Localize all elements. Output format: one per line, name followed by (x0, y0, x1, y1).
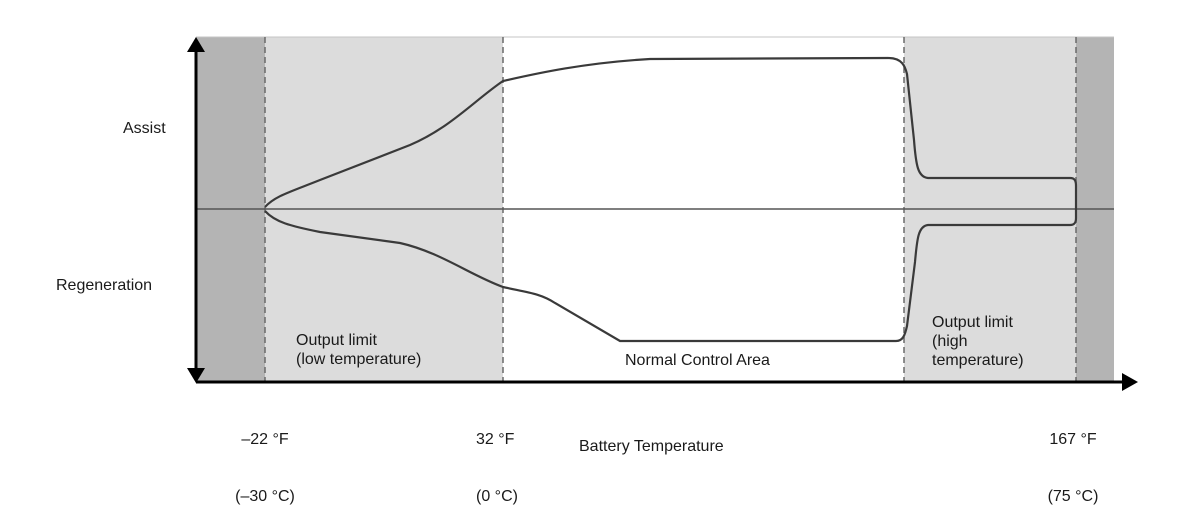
tick-label-low: –22 °F (–30 °C) (215, 392, 315, 525)
regeneration-label: Regeneration (56, 277, 153, 294)
battery-temperature-diagram (187, 36, 1138, 391)
y-axis-down-arrow-icon (187, 368, 205, 383)
low-temp-region-label: Output limit (low temperature) (296, 332, 422, 368)
tick-label-high: 167 °F (75 °C) (1028, 392, 1118, 525)
regeneration-limit-curve (264, 209, 1078, 343)
tick-low-celsius: (–30 °C) (235, 488, 295, 505)
tick-high-celsius: (75 °C) (1047, 488, 1099, 505)
tick-zero-fahrenheit: 32 °F (476, 431, 515, 448)
x-axis-title: Battery Temperature (579, 438, 724, 455)
y-axis-up-arrow-icon (187, 37, 205, 52)
assist-label: Assist (123, 120, 166, 137)
tick-low-fahrenheit: –22 °F (241, 431, 289, 448)
normal-control-area-label: Normal Control Area (625, 352, 770, 369)
tick-label-zero: 32 °F (0 °C) (476, 392, 556, 525)
tick-zero-celsius: (0 °C) (476, 488, 518, 505)
high-temp-region-label: Output limit (high temperature) (932, 314, 1024, 369)
x-axis-arrow-icon (1122, 373, 1138, 391)
assist-limit-curve (264, 56, 1078, 209)
tick-high-fahrenheit: 167 °F (1049, 431, 1097, 448)
